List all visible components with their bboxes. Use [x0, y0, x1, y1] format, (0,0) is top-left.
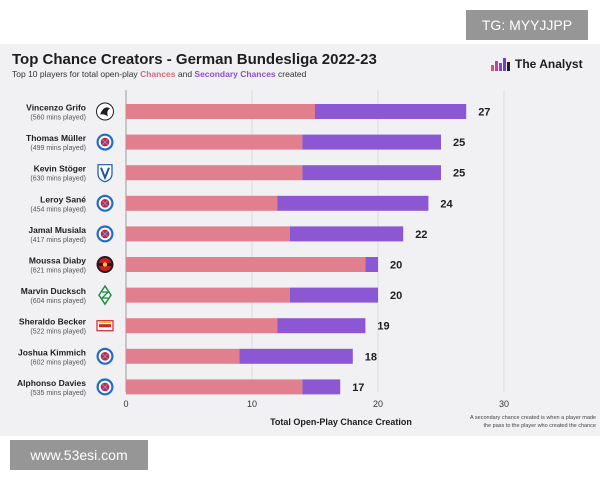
chart-title: Top Chance Creators - German Bundesliga … — [12, 51, 377, 68]
bar-total-label: 18 — [365, 351, 377, 363]
subtitle-text: created — [275, 69, 307, 79]
chart-subtitle: Top 10 players for total open-play Chanc… — [12, 69, 306, 79]
bar-total-label: 19 — [377, 321, 389, 333]
x-axis-label: Total Open-Play Chance Creation — [270, 417, 412, 427]
bar-chances — [126, 287, 290, 303]
bar-chances — [126, 257, 366, 272]
player-minutes: (621 mins played) — [30, 268, 86, 275]
player-name: Leroy Sané — [40, 194, 86, 204]
bar-chances — [126, 104, 315, 119]
player-name: Marvin Ducksch — [21, 286, 86, 296]
subtitle-text: and — [175, 69, 195, 79]
player-minutes: (604 mins played) — [30, 298, 86, 305]
bayern-crest-icon — [96, 194, 114, 212]
bar-secondary-chances — [289, 226, 404, 242]
bar-secondary-chances — [277, 318, 366, 334]
bar-total-label: 22 — [415, 229, 427, 241]
x-tick-label: 30 — [499, 399, 509, 409]
analyst-logo: The Analyst — [491, 57, 583, 71]
bar-chances — [126, 134, 303, 150]
player-name: Sheraldo Becker — [19, 317, 87, 327]
player-name: Kevin Stöger — [34, 164, 87, 174]
player-name: Jamal Musiala — [28, 225, 86, 235]
footnote-line-1: A secondary chance created is when a pla… — [470, 415, 596, 421]
bar-total-label: 20 — [390, 260, 402, 272]
bar-secondary-chances — [239, 348, 353, 364]
watermark-top: TG: MYYJJPP — [466, 10, 588, 40]
player-name: Thomas Müller — [26, 133, 87, 143]
player-name: Alphonso Davies — [17, 378, 86, 388]
union-berlin-crest-icon — [96, 320, 114, 332]
bar-secondary-chances — [315, 104, 467, 119]
player-minutes: (454 mins played) — [30, 206, 86, 213]
player-minutes: (630 mins played) — [30, 176, 86, 183]
footnote-line-2: the pass to the player who created the c… — [483, 423, 596, 429]
bar-total-label: 24 — [440, 198, 453, 210]
player-minutes: (522 mins played) — [30, 329, 86, 336]
player-name: Vincenzo Grifo — [26, 103, 86, 113]
bayern-crest-icon — [96, 347, 114, 365]
bayern-crest-icon — [96, 378, 114, 396]
bayern-crest-icon — [96, 133, 114, 151]
bar-total-label: 27 — [478, 107, 490, 119]
bars-layer — [126, 104, 467, 395]
subtitle-text: Top 10 players for total open-play — [12, 69, 141, 79]
bar-total-label: 25 — [453, 137, 465, 149]
bar-secondary-chances — [277, 195, 429, 211]
freiburg-crest-icon — [96, 102, 114, 121]
bochum-crest-icon — [97, 164, 113, 183]
player-minutes: (499 mins played) — [30, 145, 86, 152]
bar-chances — [126, 348, 240, 364]
bar-chances — [126, 165, 303, 181]
bar-total-label: 20 — [390, 290, 402, 302]
player-minutes: (560 mins played) — [30, 115, 86, 122]
bar-chances — [126, 226, 290, 242]
bar-secondary-chances — [289, 287, 378, 303]
bar-chances — [126, 379, 303, 395]
analyst-bars-icon — [491, 58, 510, 71]
subtitle-chances-label: Chances — [140, 69, 176, 79]
player-minutes: (417 mins played) — [30, 237, 86, 244]
analyst-brand-text: The Analyst — [515, 57, 583, 71]
bar-secondary-chances — [302, 134, 441, 150]
bar-chances — [126, 318, 278, 334]
bremen-crest-icon — [98, 284, 112, 306]
player-minutes: (602 mins played) — [30, 359, 86, 366]
x-tick-label: 20 — [373, 399, 383, 409]
leverkusen-crest-icon — [96, 256, 114, 273]
bar-total-label: 25 — [453, 168, 465, 180]
subtitle-secondary-label: Secondary Chances — [194, 69, 276, 79]
bar-total-label: 17 — [352, 382, 364, 394]
bayern-crest-icon — [96, 225, 114, 243]
x-tick-label: 0 — [123, 399, 128, 409]
bar-chances — [126, 195, 278, 211]
bar-secondary-chances — [302, 165, 441, 181]
watermark-bottom: www.53esi.com — [10, 440, 148, 470]
labels-layer: 0 10 20 30 27 Vincenzo Grifo (560 mins played)… — [17, 102, 509, 409]
player-name: Moussa Diaby — [29, 256, 86, 266]
bar-secondary-chances — [365, 257, 378, 272]
x-tick-label: 10 — [247, 399, 257, 409]
player-name: Joshua Kimmich — [18, 347, 86, 357]
player-minutes: (535 mins played) — [30, 390, 86, 397]
bar-secondary-chances — [302, 379, 341, 395]
